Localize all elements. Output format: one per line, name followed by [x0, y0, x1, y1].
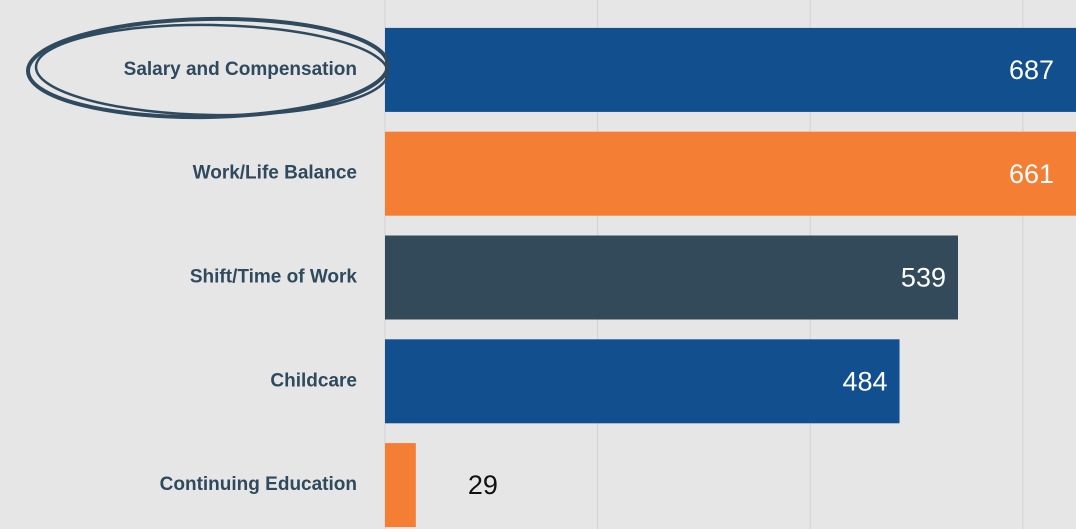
- ellipse: [34, 23, 390, 117]
- category-label: Continuing Education: [160, 474, 357, 495]
- bar: [385, 27, 1076, 112]
- bar: [385, 131, 1076, 216]
- value-label: 29: [468, 470, 498, 500]
- bars: [385, 27, 1076, 528]
- category-label: Childcare: [270, 370, 357, 391]
- value-label: 687: [1009, 55, 1054, 85]
- value-label: 661: [1009, 159, 1054, 189]
- value-label: 484: [842, 366, 887, 396]
- value-label: 539: [901, 263, 946, 293]
- labels: Salary and Compensation 687 Work/Life Bala…: [124, 55, 1054, 500]
- bar: [385, 339, 900, 424]
- highlight-circle: [26, 16, 390, 120]
- ellipse: [26, 16, 390, 120]
- category-label: Work/Life Balance: [193, 163, 357, 184]
- category-label: Shift/Time of Work: [190, 267, 358, 288]
- bar: [385, 443, 416, 528]
- category-label: Salary and Compensation: [124, 59, 357, 80]
- bar: [385, 235, 958, 320]
